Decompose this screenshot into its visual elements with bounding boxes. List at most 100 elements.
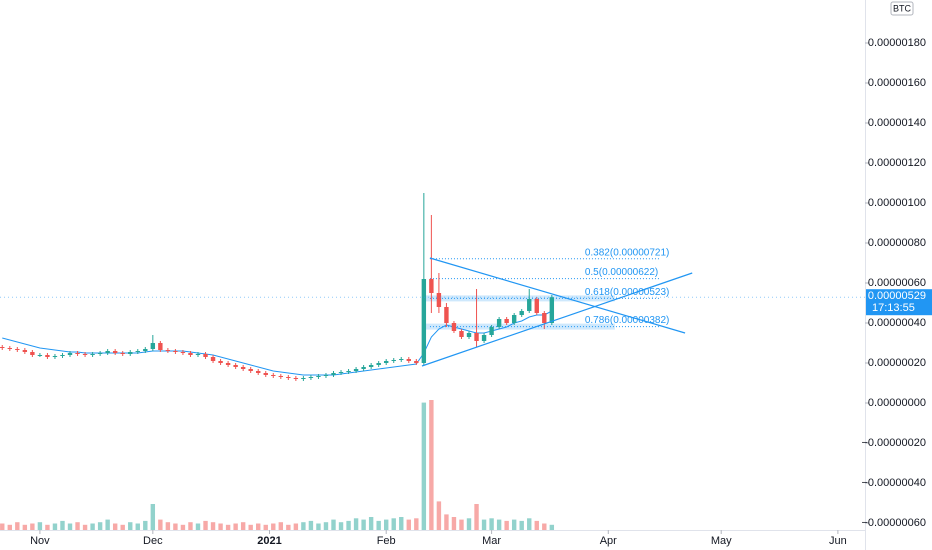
candle-body — [444, 307, 449, 323]
fib-label: 0.5(0.00000622) — [585, 267, 658, 278]
y-tick-label: 0.00000120 — [868, 157, 926, 169]
volume-bar — [346, 520, 351, 530]
candle-body — [353, 369, 359, 371]
candle-body — [421, 279, 427, 363]
candle-body — [37, 355, 43, 356]
candle-body — [323, 375, 329, 376]
candle-body — [165, 350, 171, 351]
candle-body — [474, 333, 479, 341]
volume-bar — [105, 519, 110, 530]
candle-body — [128, 352, 133, 354]
candle-body — [391, 360, 396, 361]
candle-body — [225, 363, 231, 365]
candle-body — [180, 352, 186, 353]
volume-bar — [210, 522, 216, 530]
y-tick-label: 0.00000040 — [868, 317, 926, 329]
candle-body — [466, 333, 472, 337]
volume-bar — [15, 522, 20, 530]
x-tick-label: 2021 — [257, 535, 281, 547]
candle-body — [30, 352, 35, 355]
volume-bar — [7, 524, 12, 530]
candle-body — [376, 363, 381, 365]
last-price-box — [866, 289, 932, 316]
volume-bar — [466, 518, 472, 530]
volume-bar — [225, 524, 231, 530]
y-tick-label: 0.00000020 — [868, 357, 926, 369]
candle-body — [158, 343, 163, 350]
volume-bar — [421, 402, 427, 530]
volume-bar — [511, 519, 517, 530]
volume-bar — [180, 524, 186, 530]
volume-bar — [316, 523, 321, 530]
volume-bar — [233, 523, 238, 530]
volume-bar — [203, 520, 208, 530]
volume-bar — [97, 522, 103, 530]
x-tick-label: Feb — [377, 535, 396, 547]
candle-body — [233, 365, 238, 367]
volume-bar — [331, 519, 336, 530]
y-tick-label: −0.00000040 — [861, 477, 926, 489]
candle-body — [436, 293, 442, 307]
volume-bar — [271, 523, 276, 530]
x-tick-label: May — [711, 535, 732, 547]
x-tick-label: Nov — [30, 535, 50, 547]
volume-bar — [323, 522, 329, 530]
candle-body — [188, 353, 193, 355]
volume-bar — [474, 504, 479, 530]
y-tick-label: 0.00000100 — [868, 197, 926, 209]
y-tick-label: 0.00000140 — [868, 117, 926, 129]
candle-body — [7, 348, 12, 349]
candle-body — [331, 373, 336, 375]
volume-bar — [338, 522, 344, 530]
volume-bar — [301, 522, 306, 530]
candle-body — [112, 351, 118, 353]
y-tick-label: 0.00000160 — [868, 77, 926, 89]
volume-bar — [90, 523, 95, 530]
candle-body — [504, 319, 509, 323]
volume-bar — [263, 524, 268, 530]
y-tick-label: −0.00000020 — [861, 437, 926, 449]
candle-body — [256, 371, 261, 373]
volume-bar — [30, 523, 35, 530]
volume-bar — [165, 522, 171, 530]
volume-bar — [399, 517, 404, 530]
volume-bar — [361, 519, 366, 530]
volume-bar — [173, 523, 178, 530]
y-tick-label: 0.00000060 — [868, 277, 926, 289]
volume-bar — [112, 523, 118, 530]
fib-label: 0.786(0.00000382) — [585, 315, 670, 326]
fib-zone — [421, 295, 615, 302]
candle-body — [451, 323, 457, 331]
candle-body — [135, 351, 140, 352]
volume-bar — [293, 523, 299, 530]
candle-body — [90, 354, 95, 355]
y-tick-label: 0.00000080 — [868, 237, 926, 249]
x-tick-label: Jun — [829, 535, 847, 547]
volume-bar — [459, 519, 464, 530]
volume-bar — [158, 519, 163, 530]
y-tick-label: −0.00000060 — [861, 517, 926, 529]
volume-bar — [391, 518, 396, 530]
volume-bar — [22, 524, 28, 530]
candle-body — [368, 365, 374, 367]
candle-body — [338, 372, 344, 373]
candle-body — [316, 376, 321, 377]
candle-body — [22, 350, 28, 352]
candle-body — [346, 371, 351, 372]
trendline — [429, 257, 686, 334]
candle-body — [240, 367, 246, 369]
volume-bar — [278, 522, 284, 530]
volume-bar — [414, 518, 419, 530]
volume-bar — [436, 501, 442, 530]
volume-bar — [60, 520, 65, 530]
currency: BTC — [893, 3, 912, 13]
candle-body — [293, 378, 299, 379]
candle-body — [195, 354, 201, 355]
fib-zone — [421, 323, 615, 330]
volume-bar — [188, 522, 193, 530]
volume-bar — [527, 518, 532, 530]
candle-body — [496, 319, 502, 327]
volume-bar — [549, 524, 555, 530]
volume-bar — [120, 524, 125, 530]
